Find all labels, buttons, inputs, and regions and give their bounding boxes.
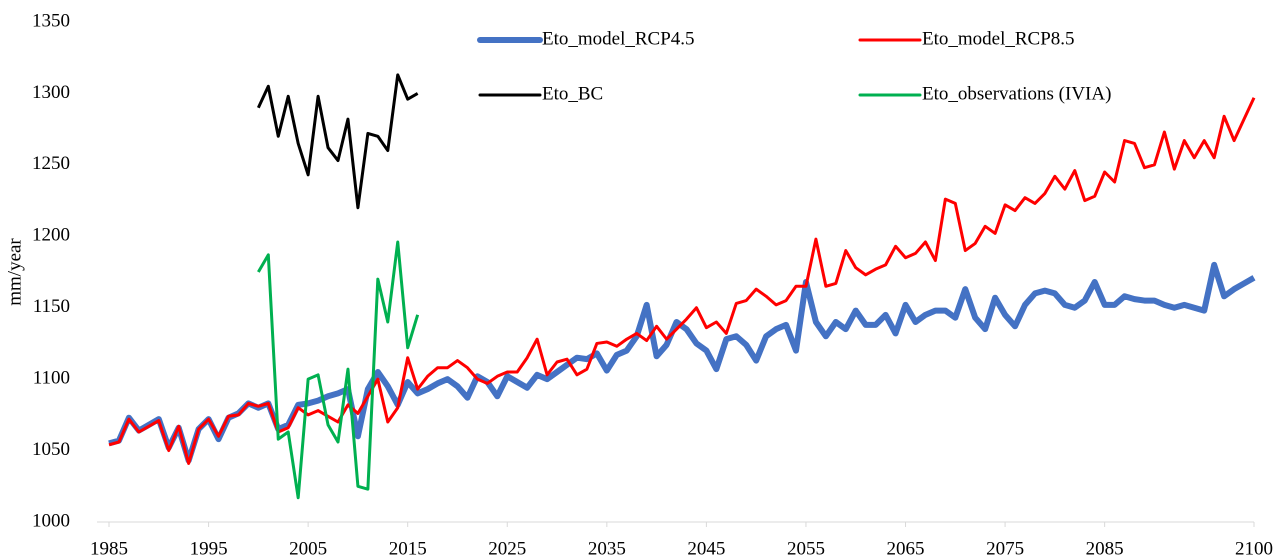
legend-label: Eto_model_RCP4.5 xyxy=(542,28,695,49)
y-tick-label: 1050 xyxy=(32,439,70,460)
x-tick-label: 2025 xyxy=(488,538,526,559)
x-tick-label: 2100 xyxy=(1235,538,1273,559)
x-tick-label: 2045 xyxy=(687,538,725,559)
x-tick-label: 2035 xyxy=(588,538,626,559)
y-tick-label: 1200 xyxy=(32,225,70,246)
x-tick-label: 2055 xyxy=(787,538,825,559)
series-line xyxy=(108,97,1256,465)
y-tick-label: 1250 xyxy=(32,153,70,174)
x-tick-label: 2015 xyxy=(389,538,427,559)
x-tick-label: 2085 xyxy=(1086,538,1124,559)
x-tick-label: 1995 xyxy=(190,538,228,559)
series-line xyxy=(256,73,419,210)
x-tick-label: 2005 xyxy=(289,538,327,559)
legend-label: Eto_BC xyxy=(542,83,603,104)
x-tick-label: 1985 xyxy=(90,538,128,559)
y-tick-label: 1300 xyxy=(32,82,70,103)
legend-label: Eto_observations (IVIA) xyxy=(922,83,1111,104)
y-tick-label: 1350 xyxy=(32,10,70,31)
y-axis-label: mm/year xyxy=(4,238,25,306)
y-tick-label: 1150 xyxy=(33,296,70,317)
y-tick-label: 1000 xyxy=(32,510,70,531)
x-tick-label: 2075 xyxy=(986,538,1024,559)
x-tick-label: 2065 xyxy=(887,538,925,559)
legend-label: Eto_model_RCP8.5 xyxy=(922,28,1075,49)
series-line xyxy=(257,240,420,500)
y-tick-label: 1100 xyxy=(33,368,70,389)
